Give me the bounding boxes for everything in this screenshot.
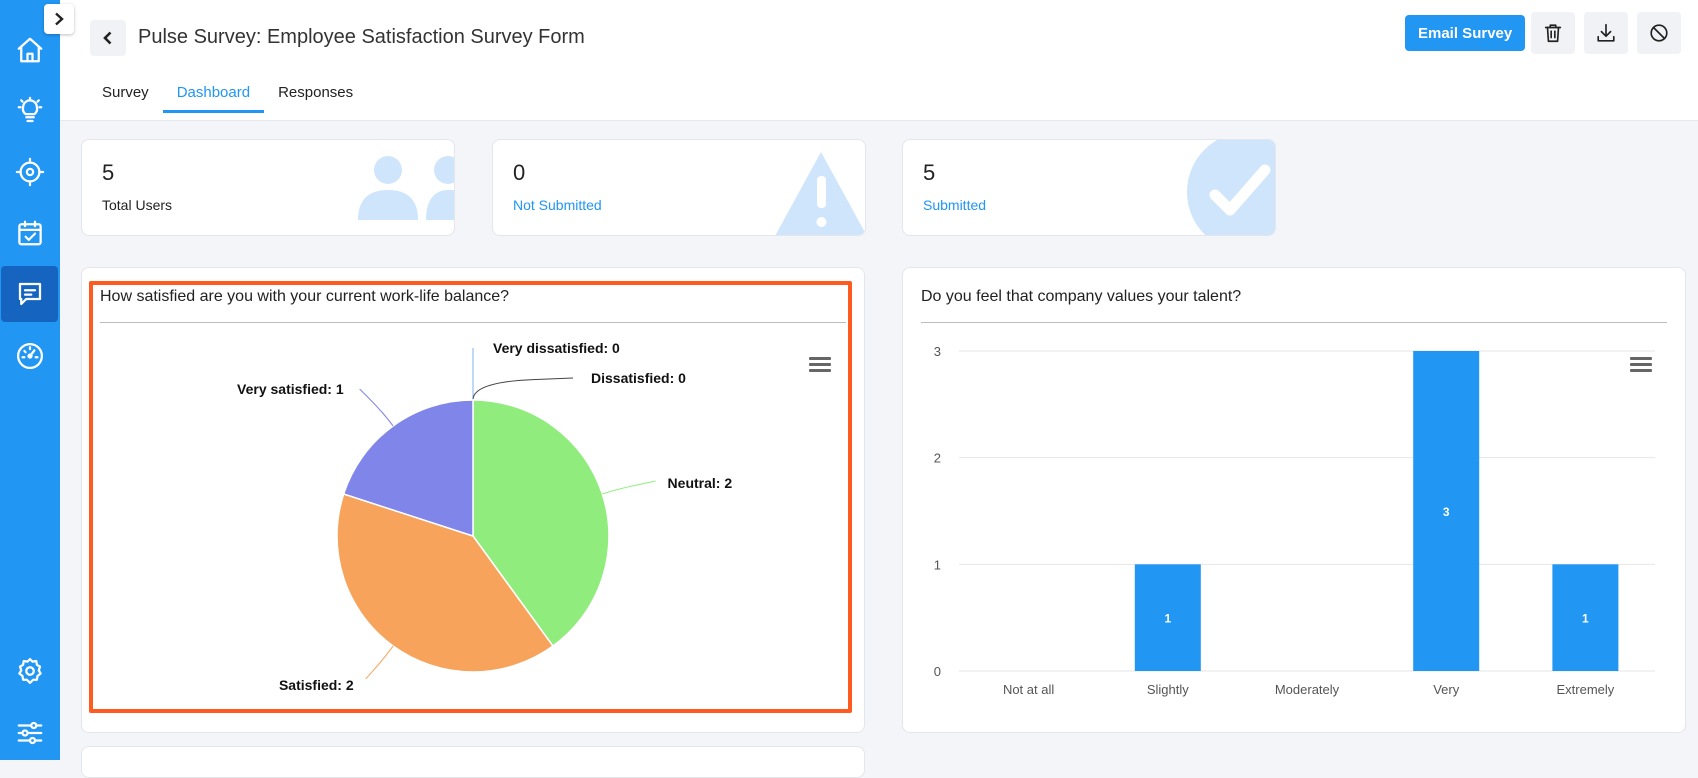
bar-extremely[interactable] — [1552, 564, 1619, 671]
chart-card-talent-valued: Do you feel that company values your tal… — [902, 267, 1686, 733]
x-tick-label: Extremely — [1557, 682, 1615, 697]
stat-value: 5 — [923, 160, 936, 185]
y-tick-label: 2 — [934, 451, 941, 466]
page-title: Pulse Survey: Employee Satisfaction Surv… — [138, 26, 585, 48]
trash-icon — [1544, 24, 1562, 43]
y-tick-label: 3 — [934, 344, 941, 359]
bar-chart: 0 1 2 3 Not at all 1 Slightly Moderately 3 Very 1 E… — [934, 344, 1655, 697]
pie-data-label: Neutral: 2 — [668, 475, 733, 491]
chart-card-work-life-balance: How satisfied are you with your current … — [81, 267, 865, 733]
pie-chart: Very dissatisfied: 0 Dissatisfied: 0 Neutr… — [237, 340, 733, 693]
disable-button[interactable] — [1637, 12, 1681, 54]
sidebar-expand-button[interactable] — [44, 4, 74, 34]
tab-dashboard[interactable]: Dashboard — [162, 78, 265, 113]
chart-divider — [100, 322, 846, 323]
pie-data-label: Very dissatisfied: 0 — [493, 340, 620, 356]
pie-connector — [472, 377, 574, 401]
delete-button[interactable] — [1531, 12, 1575, 54]
stat-label: Total Users — [102, 197, 173, 213]
stat-label: Submitted — [923, 197, 987, 213]
download-button[interactable] — [1584, 12, 1628, 54]
page-header: Pulse Survey: Employee Satisfaction Surv… — [60, 0, 1698, 121]
sidebar — [0, 0, 60, 760]
email-survey-button[interactable]: Email Survey — [1405, 15, 1526, 51]
pie-connector — [365, 645, 394, 680]
gauge-icon[interactable] — [0, 328, 60, 384]
pie-data-label: Dissatisfied: 0 — [591, 370, 686, 386]
warning-icon — [775, 152, 865, 235]
settings-icon[interactable] — [0, 643, 60, 699]
x-tick-label: Slightly — [1147, 682, 1189, 697]
stat-card-total-users: 5 Total Users — [81, 139, 455, 236]
bar-very[interactable] — [1413, 351, 1480, 671]
stat-value: 0 — [513, 160, 526, 185]
pie-slice-neutral[interactable] — [472, 399, 610, 648]
x-tick-label: Not at all — [1003, 682, 1054, 697]
sliders-icon[interactable] — [0, 705, 60, 761]
users-icon — [358, 156, 454, 220]
download-icon — [1597, 23, 1615, 42]
chevron-right-icon — [55, 12, 64, 26]
chart-divider — [921, 322, 1667, 323]
next-chart-card — [81, 746, 865, 778]
chat-icon[interactable] — [1, 266, 58, 322]
tab-bar: Survey Dashboard Responses — [88, 78, 367, 113]
bar-data-label: 3 — [1443, 505, 1450, 519]
pie-data-label: Very satisfied: 1 — [237, 381, 344, 397]
pie-connector — [602, 480, 656, 495]
calendar-check-icon[interactable] — [0, 205, 60, 261]
pie-connector — [359, 388, 394, 427]
lightbulb-icon[interactable] — [0, 83, 60, 139]
pie-data-label: Satisfied: 2 — [279, 677, 354, 693]
stat-label: Not Submitted — [513, 197, 602, 213]
chevron-left-icon — [103, 31, 112, 45]
chart-title: How satisfied are you with your current … — [100, 288, 510, 305]
stat-card-submitted: 5 Submitted — [902, 139, 1276, 236]
bar-data-label: 1 — [1164, 612, 1171, 626]
home-icon[interactable] — [0, 22, 60, 78]
tab-survey[interactable]: Survey — [102, 84, 149, 101]
stat-value: 5 — [102, 160, 115, 185]
chart-menu-icon[interactable] — [809, 357, 831, 375]
bar-data-label: 1 — [1582, 612, 1589, 626]
tab-responses[interactable]: Responses — [278, 84, 354, 101]
bar-slightly[interactable] — [1134, 564, 1201, 671]
target-icon[interactable] — [0, 144, 60, 200]
back-button[interactable] — [90, 20, 126, 56]
y-tick-label: 0 — [934, 664, 941, 679]
chart-title: Do you feel that company values your tal… — [921, 288, 1242, 305]
x-tick-label: Very — [1433, 682, 1460, 697]
ban-icon — [1650, 24, 1668, 42]
stat-card-not-submitted: 0 Not Submitted — [492, 139, 866, 236]
y-tick-label: 1 — [934, 557, 941, 572]
chart-menu-icon[interactable] — [1630, 357, 1652, 375]
x-tick-label: Moderately — [1275, 682, 1340, 697]
check-circle-icon — [1187, 140, 1275, 235]
